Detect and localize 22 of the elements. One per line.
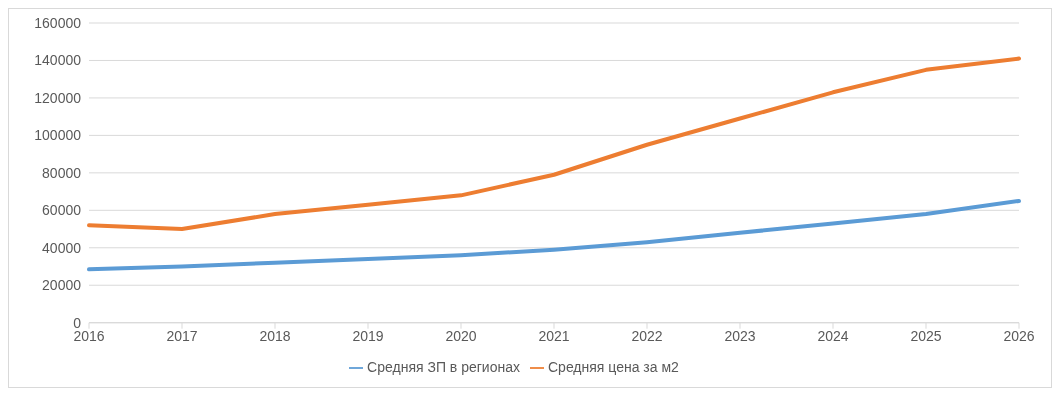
y-tick-label: 140000 (34, 52, 82, 69)
y-tick-label: 40000 (42, 239, 82, 256)
y-tick-label: 80000 (42, 164, 82, 181)
x-tick-label: 2025 (910, 327, 942, 344)
y-tick-label: 20000 (42, 277, 82, 294)
line-series (87, 56, 1021, 232)
y-tick-label: 100000 (34, 127, 82, 144)
legend-label: Средняя ЗП в регионах (367, 358, 520, 375)
x-tick-label: 2017 (166, 327, 198, 344)
x-tick-label: 2018 (259, 327, 291, 344)
y-tick-label: 60000 (42, 202, 82, 219)
x-tick-label: 2026 (1003, 327, 1035, 344)
x-tick-label: 2022 (631, 327, 663, 344)
x-tick-label: 2024 (817, 327, 849, 344)
x-tick-label: 2021 (538, 327, 570, 344)
line-series (87, 198, 1021, 272)
x-tick-label: 2020 (445, 327, 477, 344)
x-tick-label: 2023 (724, 327, 756, 344)
legend-label: Средняя цена за м2 (547, 358, 679, 375)
y-tick-label: 160000 (34, 14, 82, 31)
y-tick-label: 120000 (34, 89, 82, 106)
x-tick-label: 2019 (352, 327, 384, 344)
